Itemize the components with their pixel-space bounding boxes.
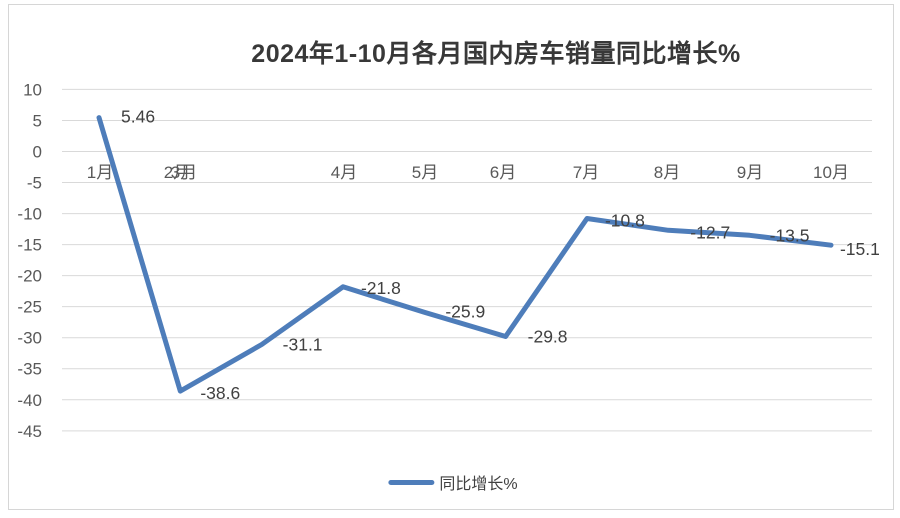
x-axis-category-label: 10月 — [813, 163, 849, 182]
data-point-label: -15.1 — [840, 239, 880, 259]
y-axis-tick-label: 10 — [23, 80, 42, 99]
y-axis-tick-label: -30 — [17, 329, 42, 348]
legend-label: 同比增长% — [439, 476, 518, 493]
data-point-label: -12.7 — [690, 222, 730, 242]
chart-title: 2024年1-10月各月国内房车销量同比增长% — [251, 40, 741, 68]
data-point-label: -10.8 — [605, 211, 645, 231]
x-axis-category-label: 4月 — [331, 163, 357, 182]
series-line — [96, 115, 834, 394]
x-axis-category-label: 7月 — [573, 163, 599, 182]
legend: 同比增长% — [388, 470, 518, 494]
data-point-label: -13.5 — [770, 225, 810, 245]
x-axis-category-label: 8月 — [654, 163, 680, 182]
y-axis-tick-label: 5 — [33, 111, 42, 130]
data-point-label: -38.6 — [200, 383, 240, 403]
data-point-label: -25.9 — [445, 301, 485, 321]
x-axis-category-label: 3月 — [171, 163, 197, 182]
x-axis-category-label: 5月 — [412, 163, 438, 182]
x-axis-category-label: 6月 — [490, 163, 516, 182]
data-point-label: -29.8 — [528, 326, 568, 346]
y-axis-tick-label: -35 — [17, 360, 42, 379]
y-axis-tick-label: 0 — [33, 143, 42, 162]
y-axis-tick-label: -10 — [17, 205, 42, 224]
y-axis-tick-label: -40 — [17, 391, 42, 410]
legend-line-swatch-icon — [388, 479, 435, 485]
data-point-label: 5.46 — [121, 107, 155, 127]
y-axis-tick-label: -20 — [17, 267, 42, 286]
y-axis-tick-label: -15 — [17, 236, 42, 255]
x-axis-category-label: 1月 — [87, 163, 113, 182]
x-axis-category-label: 9月 — [737, 163, 763, 182]
data-point-label: -31.1 — [283, 335, 323, 355]
y-axis-tick-label: -45 — [17, 422, 42, 441]
x-axis-category-label: 2月 — [164, 163, 190, 182]
y-axis-tick-label: -5 — [27, 174, 42, 193]
y-axis-tick-label: -25 — [17, 298, 42, 317]
data-point-label: -21.8 — [361, 278, 401, 298]
